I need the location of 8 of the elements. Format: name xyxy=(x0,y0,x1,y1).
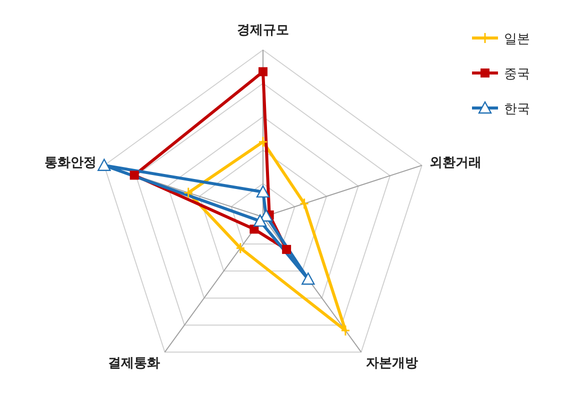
legend-label: 일본 xyxy=(504,31,530,46)
spoke-label: 외환거래 xyxy=(429,154,482,170)
spoke-label: 통화안정 xyxy=(44,154,97,170)
spoke-label: 자본개방 xyxy=(366,354,418,370)
spoke-label: 경제규모 xyxy=(237,22,289,37)
legend-label: 중국 xyxy=(504,66,530,81)
spoke-label: 결제통화 xyxy=(108,354,160,370)
legend-label: 한국 xyxy=(504,101,530,116)
